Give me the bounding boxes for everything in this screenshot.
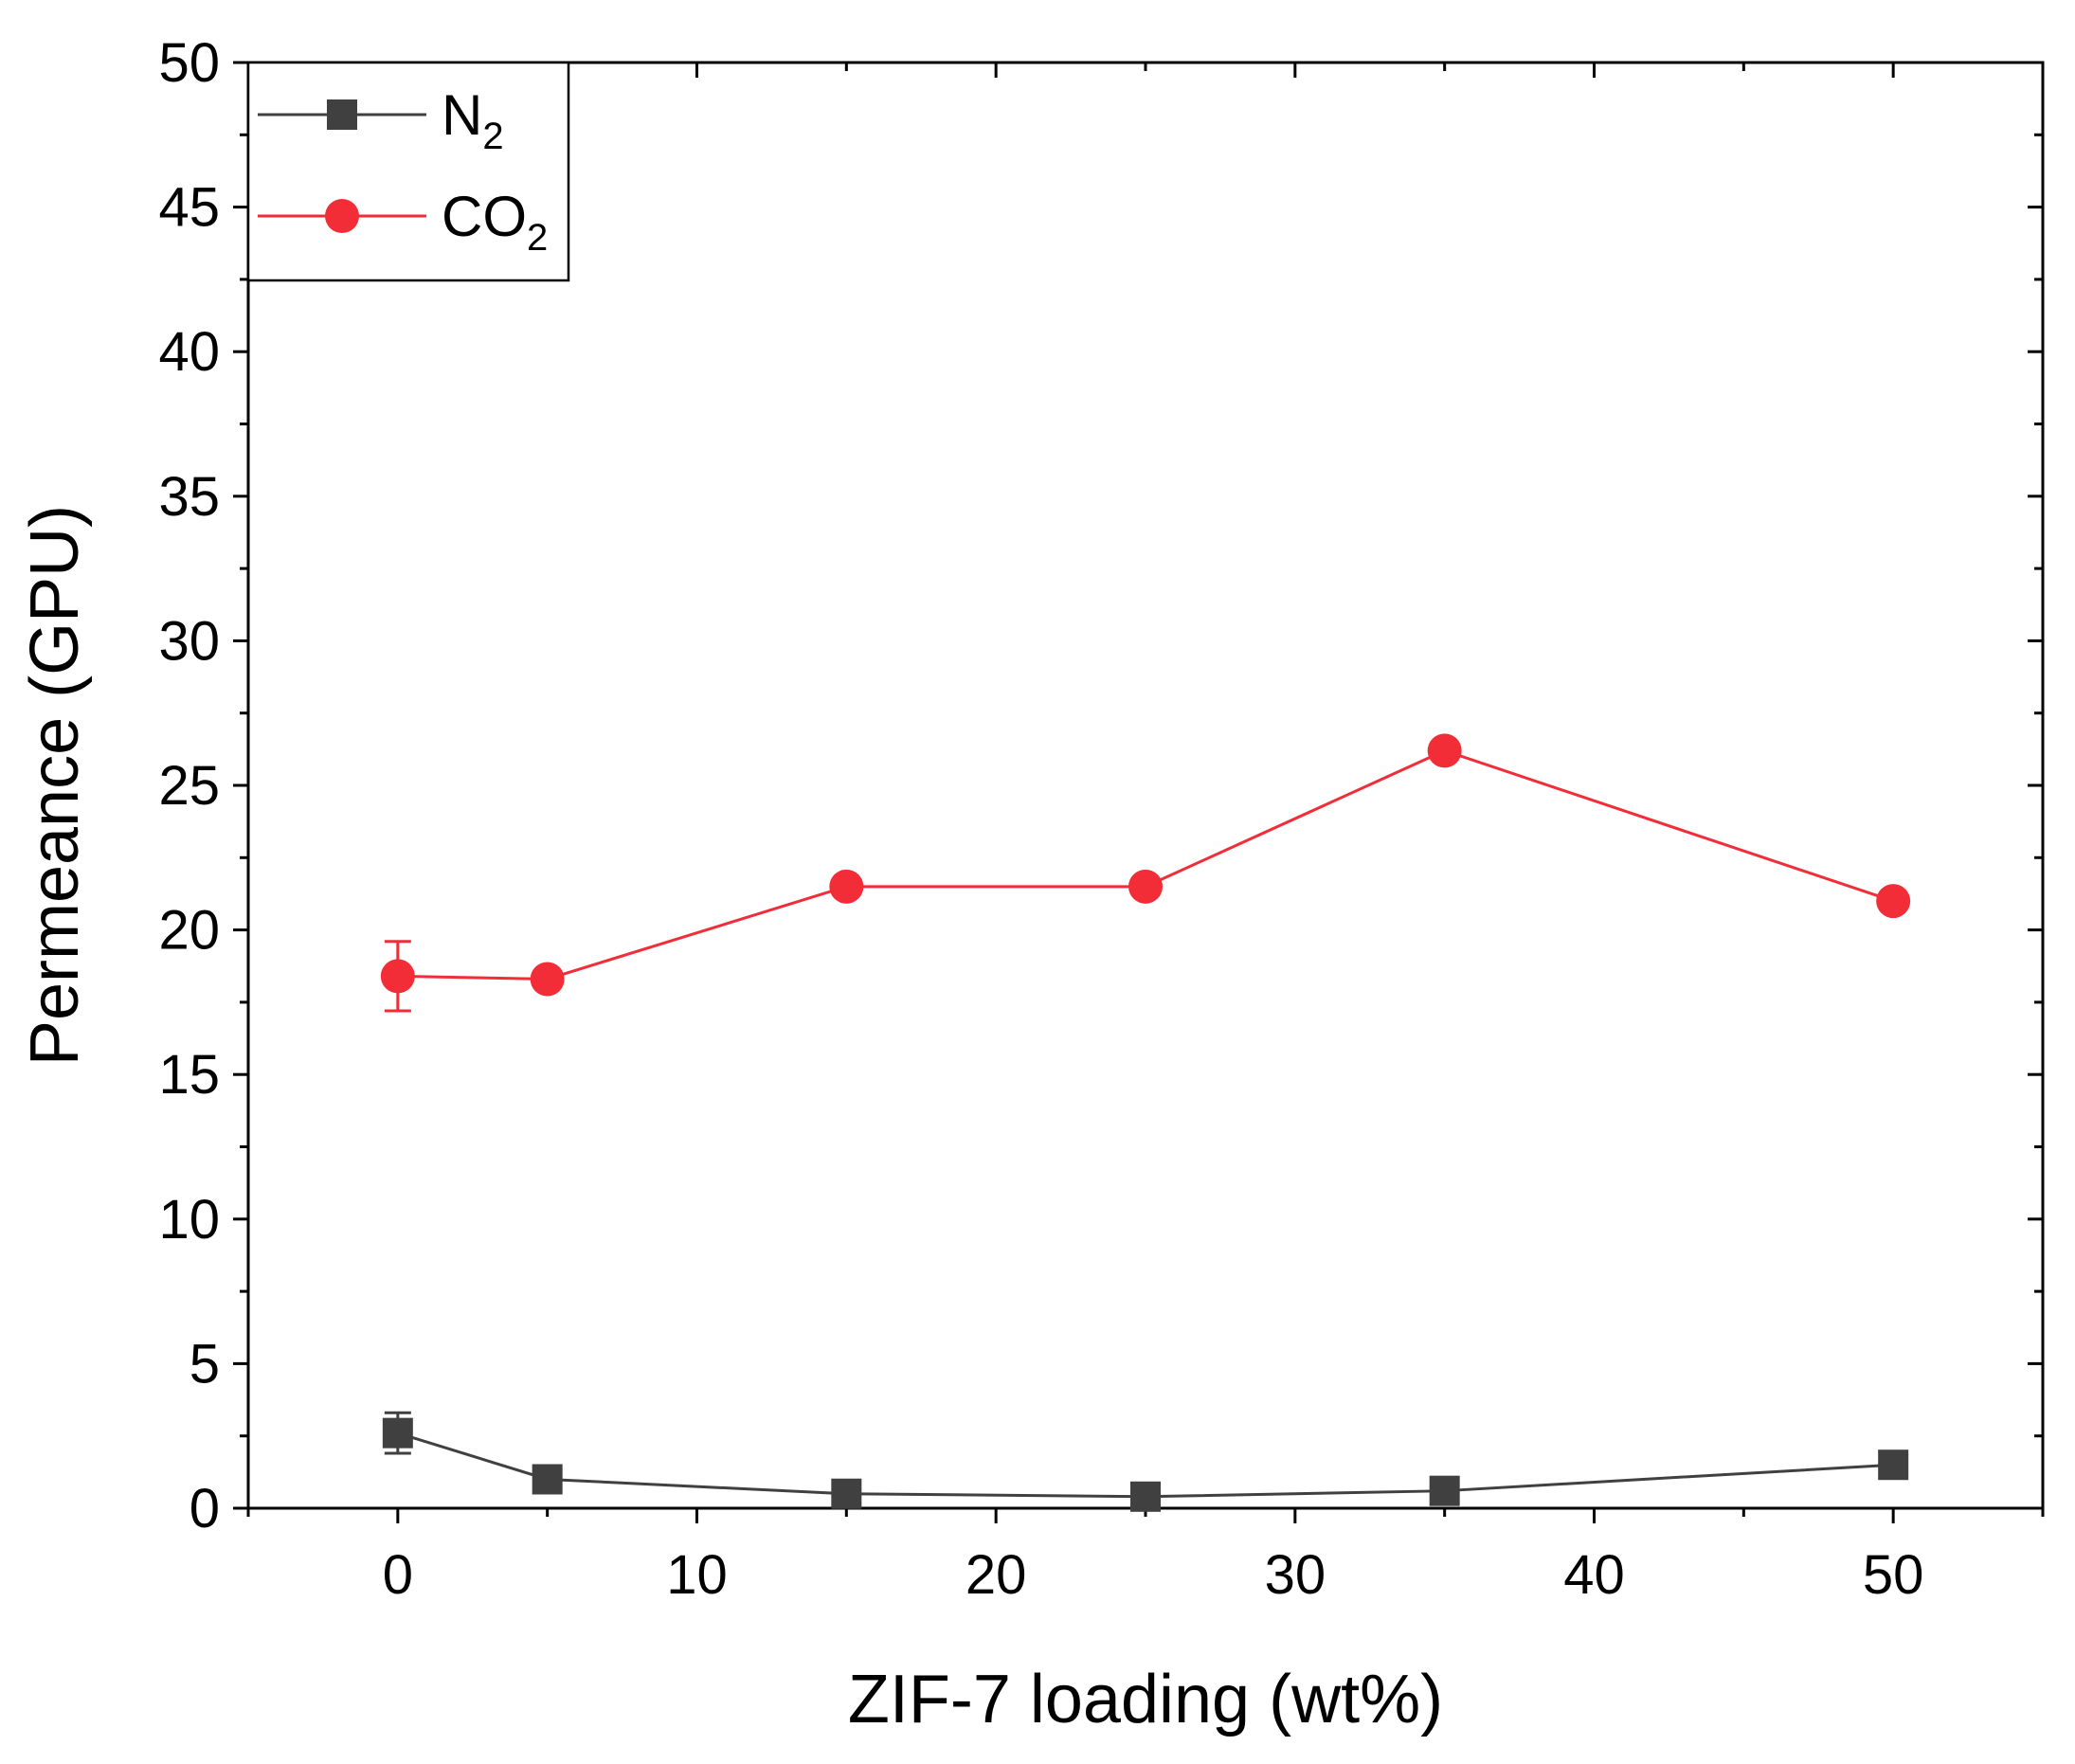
data-point-n2 — [1130, 1481, 1161, 1512]
y-tick-label: 40 — [158, 321, 220, 383]
series-n2 — [382, 1411, 1909, 1512]
x-axis-title: ZIF-7 loading (wt%) — [848, 1662, 1443, 1737]
series-co2 — [380, 733, 1911, 1013]
legend: N2 CO2 — [246, 61, 570, 282]
data-point-n2 — [382, 1417, 413, 1449]
legend-label-co2: CO2 — [442, 185, 548, 259]
data-point-co2 — [1128, 869, 1163, 904]
y-tick-label: 35 — [158, 466, 220, 528]
y-tick-label: 0 — [189, 1478, 220, 1539]
legend-label-co2-sub: 2 — [527, 217, 548, 259]
y-axis-title: Permeance (GPU) — [17, 505, 93, 1066]
legend-label-co2-main: CO — [442, 185, 527, 248]
legend-label-n2: N2 — [442, 83, 504, 157]
y-tick-label: 15 — [158, 1044, 220, 1106]
x-tick-label: 40 — [1563, 1544, 1625, 1606]
legend-box — [246, 61, 570, 282]
data-point-co2 — [829, 869, 864, 904]
legend-marker-co2 — [325, 199, 359, 233]
data-point-co2 — [1876, 884, 1911, 919]
x-tick-label: 10 — [666, 1544, 728, 1606]
data-point-n2 — [1878, 1449, 1909, 1481]
x-tick-label: 30 — [1265, 1544, 1326, 1606]
series-layer — [380, 733, 1911, 1512]
y-tick-label: 20 — [158, 900, 220, 962]
data-point-co2 — [1427, 733, 1462, 768]
axis-ticks: 0 10 20 30 40 50 0 5 10 15 20 25 30 35 40 45 50 — [158, 32, 2045, 1606]
y-tick-label: 50 — [158, 32, 220, 94]
y-tick-label: 30 — [158, 610, 220, 672]
y-tick-label: 45 — [158, 177, 220, 239]
y-tick-label: 25 — [158, 755, 220, 817]
legend-label-n2-sub: 2 — [482, 116, 503, 157]
x-tick-label: 50 — [1863, 1544, 1924, 1606]
series-line-co2 — [397, 748, 1894, 981]
data-point-n2 — [1429, 1475, 1460, 1506]
y-tick-label: 5 — [189, 1333, 220, 1395]
data-point-co2 — [380, 959, 415, 994]
data-point-co2 — [530, 962, 565, 997]
data-point-n2 — [532, 1464, 563, 1495]
series-line-n2 — [397, 1431, 1894, 1499]
x-tick-label: 0 — [383, 1544, 413, 1606]
legend-label-n2-main: N — [442, 83, 482, 147]
x-tick-label: 20 — [965, 1544, 1027, 1606]
data-point-n2 — [831, 1478, 862, 1509]
y-tick-label: 10 — [158, 1189, 220, 1251]
legend-marker-n2 — [327, 99, 357, 130]
